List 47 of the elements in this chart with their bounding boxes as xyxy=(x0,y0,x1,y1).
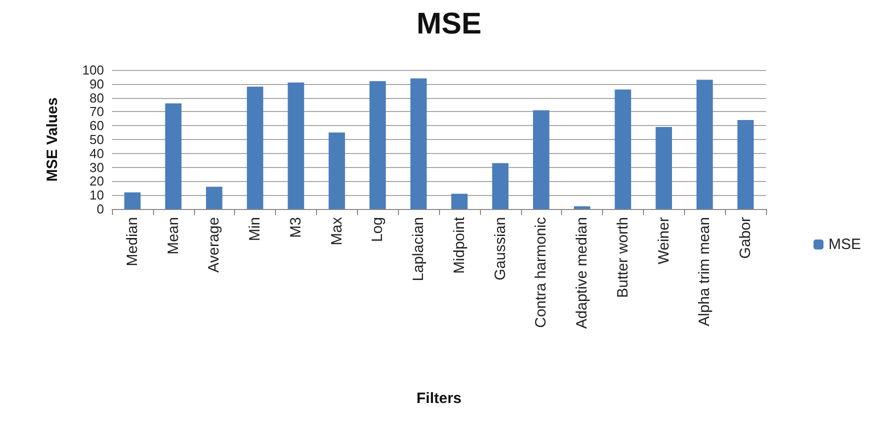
bar xyxy=(410,78,427,209)
bar xyxy=(737,120,754,209)
y-axis-title: MSE Values xyxy=(44,97,61,182)
x-tick-label: Laplacian xyxy=(410,217,428,282)
x-tick-label: Midpoint xyxy=(450,216,468,274)
y-tick-label: 100 xyxy=(82,62,104,78)
x-tick-label: Average xyxy=(206,217,223,273)
x-tick-label: Adaptive median xyxy=(574,217,591,329)
x-tick-label: Min xyxy=(246,217,264,242)
y-tick-label: 10 xyxy=(90,188,104,203)
y-tick-label: 70 xyxy=(90,104,104,120)
y-tick-label: 50 xyxy=(90,132,104,147)
y-tick-label: 0 xyxy=(96,202,104,216)
y-tick-label: 20 xyxy=(90,174,104,189)
x-tick-label: Weiner xyxy=(655,217,672,264)
bar xyxy=(492,163,508,209)
x-tick-label: Gaussian xyxy=(492,217,509,280)
x-tick-label: Mean xyxy=(164,217,182,255)
y-tick-label: 60 xyxy=(90,118,104,134)
bar xyxy=(328,132,345,209)
bar xyxy=(574,206,590,209)
x-tick-label: Max xyxy=(328,216,346,246)
bar xyxy=(656,126,672,209)
x-tick-label: Alpha trim mean xyxy=(696,217,714,326)
bar xyxy=(696,80,713,209)
y-tick-label: 40 xyxy=(90,146,104,161)
bar xyxy=(451,194,468,209)
bar xyxy=(370,81,386,209)
y-tick-label: 30 xyxy=(90,160,104,175)
y-tick-label: 80 xyxy=(90,90,104,106)
bar xyxy=(165,103,182,209)
bar xyxy=(246,86,264,209)
x-tick-label: M3 xyxy=(287,217,304,238)
x-tick-label: Contra harmonic xyxy=(532,216,550,328)
bar xyxy=(124,192,141,209)
x-tick-label: Gabor xyxy=(737,217,754,259)
x-tick-label: Log xyxy=(369,217,386,242)
bar xyxy=(288,82,304,209)
x-axis-title: Filters xyxy=(416,390,462,407)
x-tick-label: Butter worth xyxy=(614,217,632,298)
bar xyxy=(533,110,550,209)
y-tick-label: 90 xyxy=(90,76,104,92)
legend-label: MSE xyxy=(828,236,862,253)
x-tick-label: Median xyxy=(124,217,141,266)
chart-title: MSE xyxy=(416,8,482,40)
bar xyxy=(206,186,222,209)
bar xyxy=(614,89,632,209)
